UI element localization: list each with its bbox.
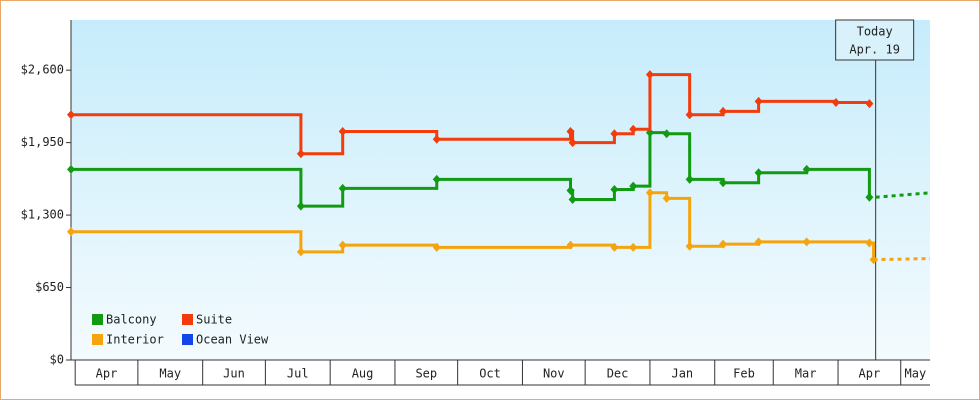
point <box>685 174 694 184</box>
point <box>685 241 694 251</box>
legend-label: Interior <box>106 333 164 347</box>
forecast-line <box>873 257 931 262</box>
point <box>338 126 347 136</box>
x-tick-label: Dec <box>607 367 629 381</box>
x-tick-label: Aug <box>352 367 374 381</box>
legend-label: Suite <box>196 313 232 327</box>
point <box>67 164 75 174</box>
y-tick-label: $650 <box>35 280 64 294</box>
y-tick-label: $2,600 <box>21 63 64 77</box>
point <box>865 238 874 248</box>
x-tick-label: Jul <box>287 367 309 381</box>
point <box>831 97 840 107</box>
point <box>662 129 671 139</box>
point <box>754 168 763 178</box>
point <box>645 70 654 80</box>
y-tick-label: $1,950 <box>21 135 64 149</box>
forecast-line <box>875 191 931 199</box>
point <box>719 106 728 116</box>
point <box>865 99 874 109</box>
legend-swatch <box>182 314 193 325</box>
point <box>566 240 575 250</box>
x-tick-label: Feb <box>733 367 755 381</box>
legend-swatch <box>92 314 103 325</box>
point <box>754 96 763 106</box>
x-tick-label: Oct <box>479 367 501 381</box>
point <box>338 240 347 250</box>
today-date: Apr. 19 <box>849 43 900 57</box>
point <box>296 149 305 159</box>
point <box>296 247 305 257</box>
point <box>432 174 441 184</box>
plot-area <box>71 20 930 360</box>
point <box>568 138 577 148</box>
point <box>662 193 671 203</box>
point <box>802 164 811 174</box>
x-tick-label: Apr <box>859 367 881 381</box>
x-tick-label: Jun <box>223 367 245 381</box>
point <box>719 239 728 249</box>
point <box>719 178 728 188</box>
point <box>67 227 75 237</box>
point <box>432 134 441 144</box>
point <box>754 237 763 247</box>
x-tick-label: May <box>159 367 181 381</box>
point <box>566 126 575 136</box>
today-box <box>835 19 915 61</box>
today-label: Today <box>857 25 893 39</box>
x-tick-label: Mar <box>795 367 817 381</box>
x-tick-label: Nov <box>543 367 565 381</box>
point <box>610 184 619 194</box>
legend-swatch <box>92 334 103 345</box>
point <box>629 124 638 134</box>
point <box>802 237 811 247</box>
x-tick-label: Jan <box>671 367 693 381</box>
point <box>610 242 619 252</box>
point <box>296 201 305 211</box>
point <box>432 242 441 252</box>
point <box>566 186 575 196</box>
y-tick-label: $1,300 <box>21 208 64 222</box>
point <box>865 192 874 202</box>
point <box>67 110 75 120</box>
legend-label: Balcony <box>106 313 157 327</box>
point <box>645 188 654 198</box>
point <box>568 194 577 204</box>
point <box>610 129 619 139</box>
point <box>685 110 694 120</box>
point <box>338 183 347 193</box>
legend-swatch <box>182 334 193 345</box>
x-tick-label: Apr <box>96 367 118 381</box>
legend-label: Ocean View <box>196 333 269 347</box>
x-tick-label: Sep <box>415 367 437 381</box>
point <box>629 181 638 191</box>
point <box>629 242 638 252</box>
y-tick-label: $0 <box>50 353 64 367</box>
x-tick-label: May <box>905 367 927 381</box>
